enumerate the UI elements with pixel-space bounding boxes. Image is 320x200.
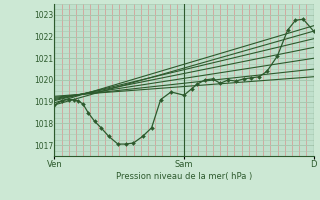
X-axis label: Pression niveau de la mer( hPa ): Pression niveau de la mer( hPa ) — [116, 172, 252, 181]
